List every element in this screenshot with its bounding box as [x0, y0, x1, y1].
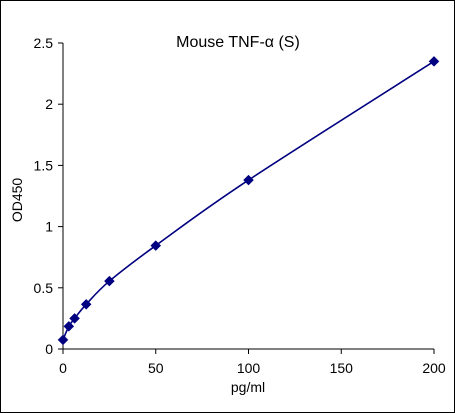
y-tick-label: 2.5: [34, 35, 54, 51]
x-tick-label: 200: [422, 360, 446, 376]
y-tick-label: 1.5: [34, 157, 54, 173]
axes: [62, 43, 434, 350]
data-point-diamond: [69, 313, 80, 324]
x-tick-label: 0: [59, 360, 67, 376]
fitted-curve-line: [62, 60, 435, 341]
x-tick-label: 150: [330, 360, 354, 376]
y-axis-ticks: 0 0.5 1 1.5 2 2.5: [34, 35, 63, 357]
chart-title: Mouse TNF-α (S): [176, 34, 300, 51]
x-tick-label: 50: [148, 360, 164, 376]
y-tick-label: 2: [45, 96, 53, 112]
data-point-diamond: [57, 334, 69, 346]
y-axis-title: OD450: [9, 178, 25, 223]
x-axis-title: pg/ml: [231, 379, 265, 395]
data-point-diamond: [63, 321, 75, 332]
x-axis-ticks: 0 50 100 150 200: [59, 349, 446, 376]
data-points-layer: [57, 56, 440, 346]
y-tick-label: 0.5: [34, 280, 54, 296]
x-tick-label: 100: [237, 360, 261, 376]
data-point-diamond: [80, 298, 92, 310]
y-tick-label: 0: [45, 341, 53, 357]
data-point-diamond: [428, 56, 440, 67]
data-point-diamond: [243, 174, 254, 186]
y-tick-label: 1: [45, 219, 53, 235]
fitted-curve-layer: [62, 60, 435, 341]
data-point-diamond: [104, 275, 115, 287]
data-point-diamond: [150, 240, 162, 251]
